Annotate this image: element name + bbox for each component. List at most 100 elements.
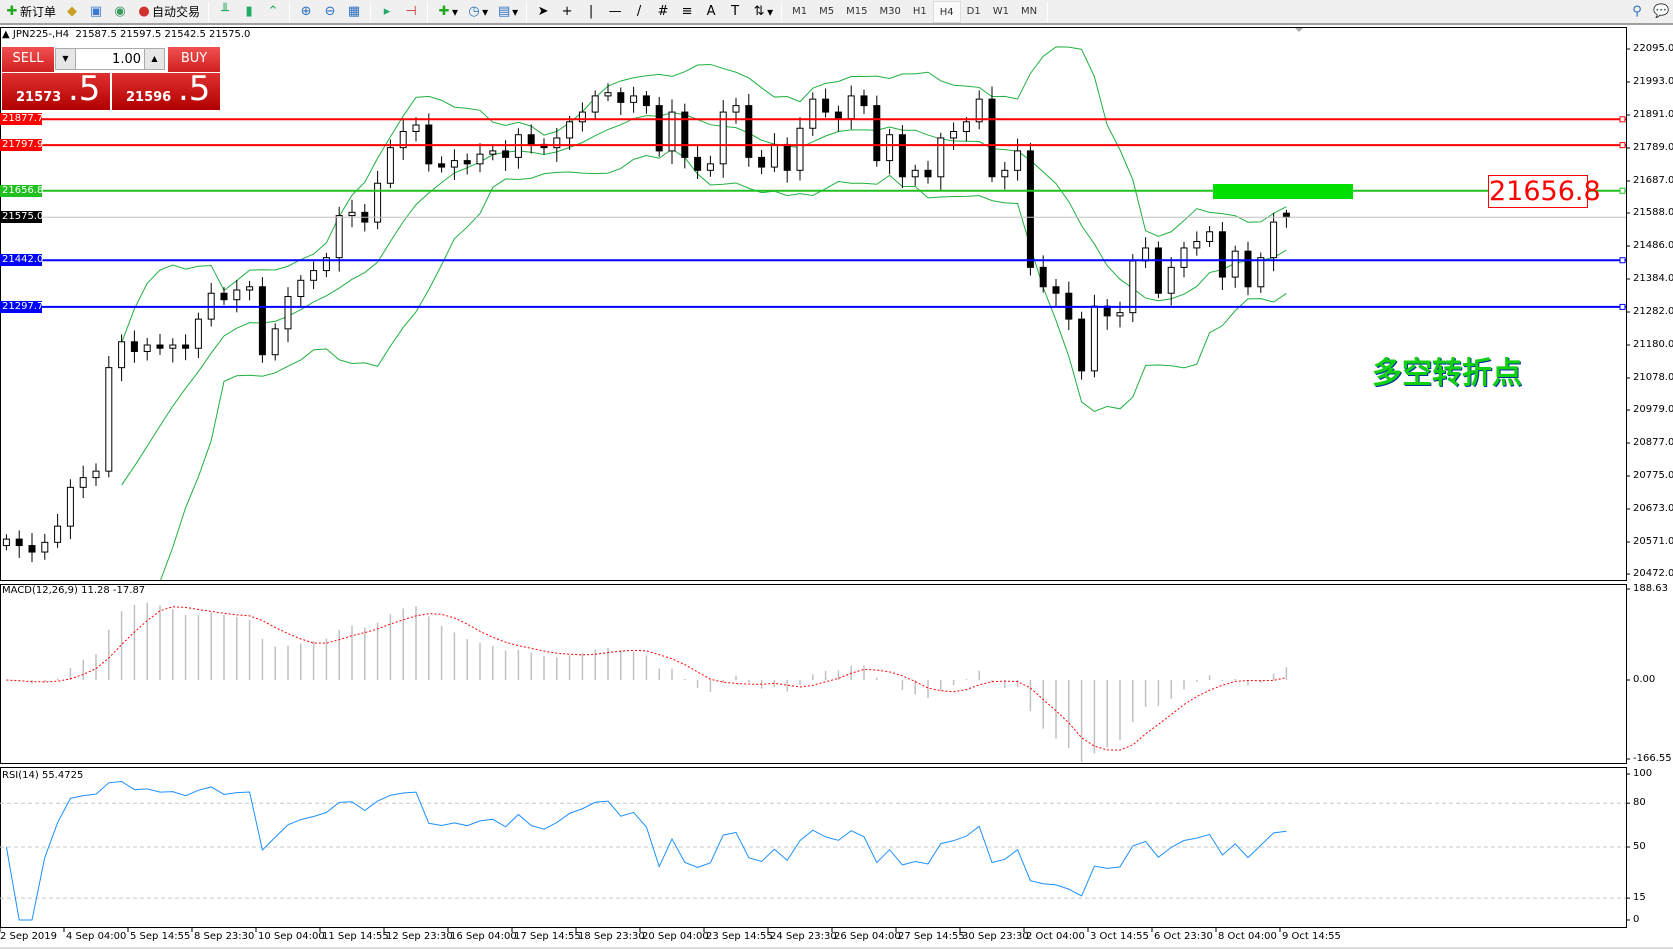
bullish-candle: [1090, 305, 1098, 372]
bearish-candle: [873, 105, 881, 162]
text-tool[interactable]: A: [699, 1, 723, 23]
terminal-button[interactable]: ▣: [84, 1, 108, 23]
date-tick-label: 3 Oct 14:55: [1090, 931, 1149, 942]
divider: [208, 1, 210, 22]
bearish-candle: [924, 169, 932, 178]
chart-shift-button[interactable]: ⊣: [399, 1, 423, 23]
clock-icon: ◷: [468, 3, 480, 19]
buy-price-button[interactable]: 21596 .5: [112, 69, 220, 110]
bullish-candle: [271, 328, 279, 356]
channel-tool[interactable]: #: [651, 1, 675, 23]
sell-price-button[interactable]: 21573 .5: [2, 69, 110, 110]
date-tick-label: 10 Sep 04:00: [258, 931, 325, 942]
rsi-tick-label: 0: [1633, 914, 1640, 925]
label-tool[interactable]: T: [723, 1, 747, 23]
bearish-candle: [258, 286, 266, 356]
zoom-out-icon: ⊖: [324, 3, 336, 19]
bearish-candle: [130, 341, 138, 352]
timeframe-m15[interactable]: M15: [846, 5, 868, 17]
bullish-candle: [399, 130, 407, 149]
trendline-tool[interactable]: /: [627, 1, 651, 23]
templates-button[interactable]: ▤ ▾: [497, 3, 519, 19]
divider: [289, 1, 291, 22]
divider: [427, 1, 429, 22]
timeframe-m1[interactable]: M1: [792, 5, 808, 17]
periods-button[interactable]: ◷ ▾: [462, 1, 492, 23]
date-tick-label: 8 Oct 04:00: [1218, 931, 1277, 942]
bearish-candle: [694, 156, 702, 171]
bearish-candle: [28, 545, 36, 553]
horizontal-line-icon: —: [608, 3, 622, 19]
horizontal-line-tool[interactable]: —: [603, 1, 627, 23]
lot-increase-button[interactable]: ▲: [144, 49, 164, 69]
bullish-candle: [284, 295, 292, 330]
lot-size-input[interactable]: [76, 49, 144, 69]
bullish-candle: [886, 134, 894, 162]
divider: [370, 1, 372, 22]
bollinger-upper-band: [121, 46, 1287, 343]
timeframe-m5[interactable]: M5: [819, 5, 835, 17]
timeframe-d1[interactable]: D1: [966, 5, 981, 17]
macd-tick-label: 0.00: [1633, 674, 1656, 685]
price-tick-label: 20775.0: [1633, 470, 1673, 482]
bullish-candle: [1270, 221, 1278, 259]
bullish-candle: [1180, 247, 1188, 268]
bearish-candle: [1218, 231, 1226, 278]
text-icon: A: [706, 3, 716, 19]
buy-button[interactable]: BUY: [168, 47, 220, 72]
vertical-line-tool[interactable]: |: [579, 1, 603, 23]
date-tick-label: 4 Sep 04:00: [66, 931, 127, 942]
crosshair-tool[interactable]: +: [555, 1, 579, 23]
arrows-tool[interactable]: ⇅ ▾: [747, 1, 777, 23]
price-tick-label: 20673.0: [1633, 503, 1673, 515]
level-handle: [1619, 116, 1626, 123]
date-tick-label: 20 Sep 04:00: [642, 931, 709, 942]
tile-windows-button[interactable]: ▦: [342, 1, 366, 23]
timeframe-m30[interactable]: M30: [879, 5, 901, 17]
signal-icon: ◉: [114, 3, 126, 19]
timeframe-h4[interactable]: H4: [932, 0, 961, 23]
sell-button[interactable]: SELL: [2, 47, 54, 72]
bullish-candle: [386, 147, 394, 184]
bullish-candle: [169, 344, 177, 349]
market-watch-button[interactable]: ◆: [60, 1, 84, 23]
lot-decrease-button[interactable]: ▼: [56, 49, 76, 69]
template-icon: ▤: [497, 3, 511, 19]
bearish-candle: [1282, 212, 1290, 218]
date-tick-label: 16 Sep 04:00: [450, 931, 517, 942]
new-order-button[interactable]: ✚ 新订单: [0, 1, 60, 23]
lot-size-stepper[interactable]: ▼ ▲: [55, 48, 165, 70]
bollinger-middle-band: [121, 112, 1287, 486]
bullish-candle: [1116, 312, 1124, 317]
fibonacci-tool[interactable]: ≡: [675, 1, 699, 23]
auto-trading-button[interactable]: ● 自动交易: [132, 1, 204, 23]
autoscroll-button[interactable]: ▸: [375, 1, 399, 23]
date-tick-label: 2 Sep 2019: [0, 931, 58, 942]
rsi-tick-label: 50: [1633, 841, 1646, 852]
rsi-label: RSI(14) 55.4725: [2, 770, 84, 781]
bullish-candle: [54, 525, 62, 543]
bullish-candle: [450, 160, 458, 168]
bearish-candle: [758, 156, 766, 168]
bullish-candle: [1231, 250, 1239, 278]
search-button[interactable]: ⚲: [1625, 1, 1649, 23]
channel-icon: #: [657, 3, 669, 19]
line-chart-button[interactable]: ⌃: [261, 1, 285, 23]
timeframe-mn[interactable]: MN: [1020, 5, 1038, 17]
cursor-tool[interactable]: ➤: [531, 1, 555, 23]
price-tick-label: 20877.0: [1633, 437, 1673, 449]
bullish-candle: [975, 98, 983, 123]
zoom-in-button[interactable]: ⊕: [294, 1, 318, 23]
chat-button[interactable]: 💬: [1649, 1, 1673, 23]
symbol-label: JPN225-,H4: [12, 29, 70, 40]
candle-chart-button[interactable]: ▮: [237, 1, 261, 23]
timeframe-w1[interactable]: W1: [992, 5, 1009, 17]
timeframe-h1[interactable]: H1: [912, 5, 927, 17]
indicators-button[interactable]: ✚ ▾: [432, 1, 462, 23]
bar-chart-button[interactable]: ╨: [213, 1, 237, 23]
zoom-out-button[interactable]: ⊖: [318, 1, 342, 23]
text-label-icon: T: [731, 3, 740, 19]
highlight-zone: [1213, 184, 1353, 199]
signals-button[interactable]: ◉: [108, 1, 132, 23]
